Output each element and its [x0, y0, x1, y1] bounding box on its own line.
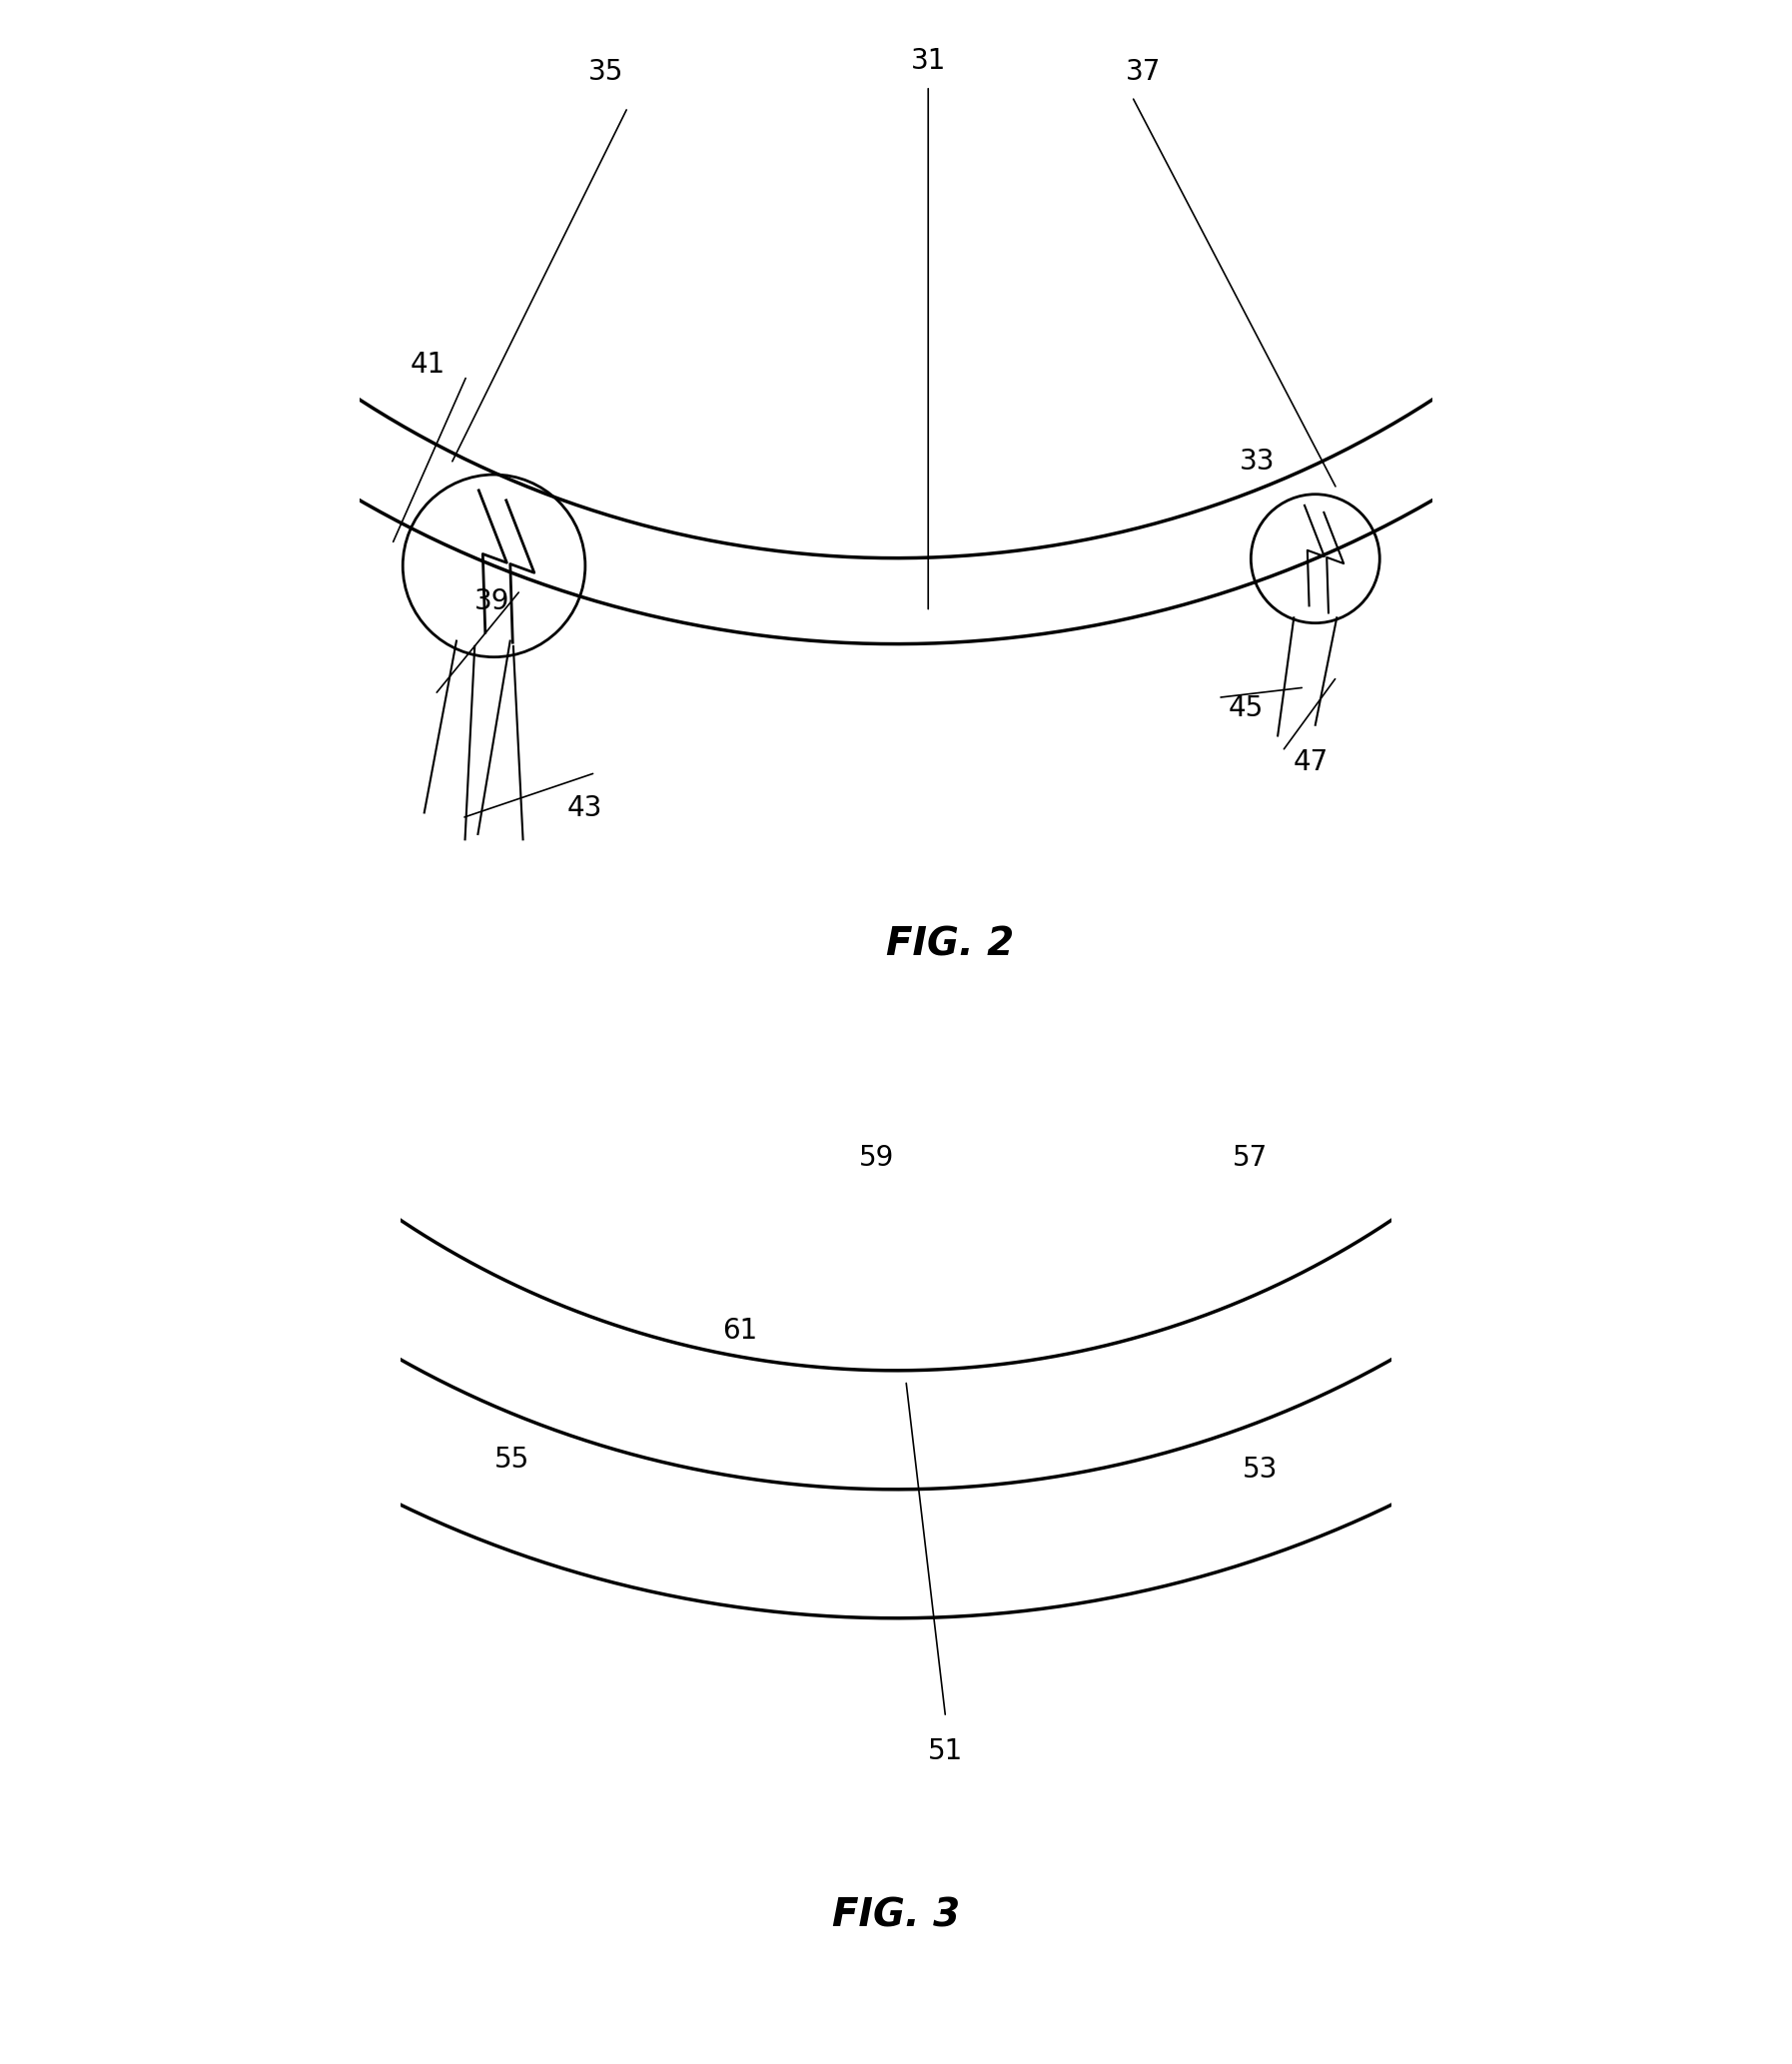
Text: 31: 31	[910, 47, 946, 74]
Text: 47: 47	[1294, 747, 1328, 776]
Text: 41: 41	[410, 351, 444, 380]
Text: 39: 39	[475, 586, 509, 615]
Text: 57: 57	[1233, 1143, 1269, 1172]
Text: 61: 61	[722, 1317, 758, 1346]
Text: 33: 33	[1240, 448, 1274, 475]
Text: 59: 59	[858, 1143, 894, 1172]
Text: FIG. 3: FIG. 3	[831, 1897, 961, 1934]
Text: 37: 37	[1125, 58, 1161, 87]
Text: 51: 51	[928, 1738, 962, 1765]
Text: 43: 43	[566, 795, 602, 821]
Text: 55: 55	[495, 1445, 529, 1474]
Text: 35: 35	[588, 58, 624, 87]
Text: FIG. 2: FIG. 2	[885, 925, 1014, 964]
Text: 45: 45	[1229, 694, 1263, 722]
Text: 53: 53	[1242, 1455, 1278, 1484]
